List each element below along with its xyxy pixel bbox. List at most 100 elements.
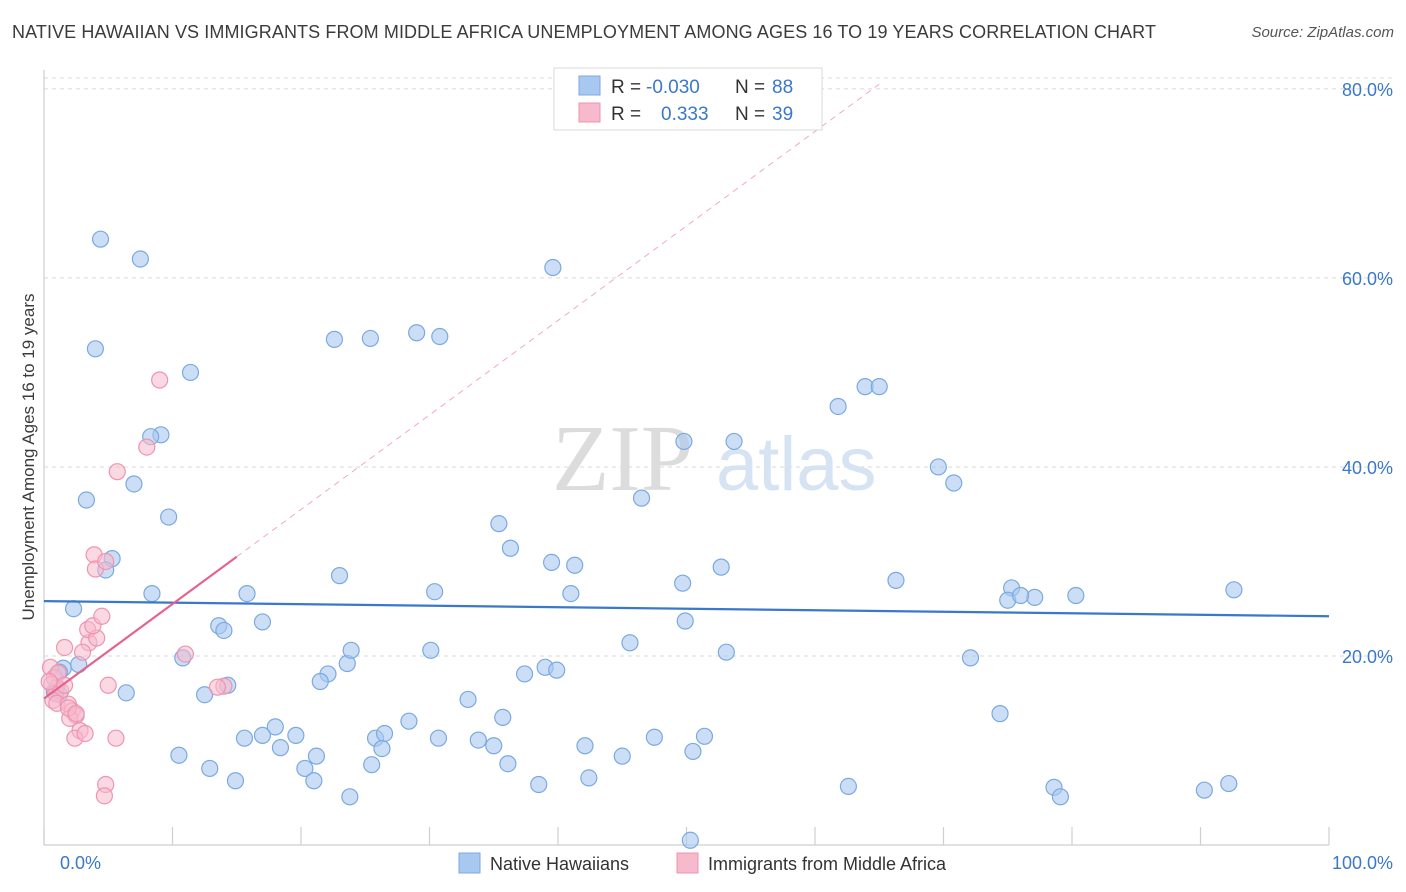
point-native-hawaiians [181,363,200,382]
point-native-hawaiians [613,747,631,765]
point-native-hawaiians [266,718,284,736]
stats-r-label-blue: R = [611,77,641,98]
watermark-zip: ZIP [552,407,693,511]
x-tick-label-max: 100.0% [1332,853,1393,873]
point-native-hawaiians [342,641,360,659]
watermark: ZIP atlas [552,407,877,511]
watermark-atlas: atlas [716,422,877,507]
point-native-hawaiians [296,759,314,778]
point-native-hawaiians [717,643,735,661]
stats-n-value-pink: 39 [772,104,793,125]
legend-label-pink: Immigrants from Middle Africa [708,854,947,874]
point-native-hawaiians [459,690,477,709]
legend-swatch-pink [676,852,699,874]
point-native-hawaiians [839,777,858,796]
point-native-hawaiians [131,250,149,268]
point-native-hawaiians [325,330,344,348]
stats-r-value-blue: -0.030 [646,77,700,98]
y-tick-label: 60.0% [1342,269,1393,289]
point-native-hawaiians [490,515,508,533]
point-native-hawaiians [307,747,326,765]
point-native-hawaiians [215,621,233,640]
point-native-hawaiians [361,329,379,348]
point-native-hawaiians [363,756,381,774]
point-native-hawaiians [341,788,359,806]
point-native-hawaiians [562,584,580,603]
x-tick-label-min: 0.0% [60,853,101,873]
point-native-hawaiians [929,458,947,476]
point-native-hawaiians [196,686,214,704]
point-native-hawaiians [400,712,418,730]
y-tick-label: 40.0% [1342,458,1393,478]
point-native-hawaiians [829,397,847,416]
point-immigrants-middle-africa [93,607,111,625]
point-native-hawaiians [1051,788,1070,806]
point-immigrants-middle-africa [40,672,58,691]
point-immigrants-middle-africa [67,705,85,723]
point-native-hawaiians [373,739,391,758]
point-native-hawaiians [632,489,651,507]
point-native-hawaiians [235,729,254,747]
point-native-hawaiians [1067,586,1085,605]
point-native-hawaiians [725,432,743,451]
series-native-hawaiians [45,230,1243,849]
point-native-hawaiians [160,508,178,526]
series-immigrants-middle-africa [40,371,233,805]
stats-n-label-pink: N = [735,104,765,125]
point-native-hawaiians [675,432,693,451]
point-immigrants-middle-africa [138,438,156,456]
point-native-hawaiians [1220,774,1238,793]
point-native-hawaiians [143,584,161,603]
x-ticks [43,827,1330,845]
point-native-hawaiians [330,567,349,585]
stats-n-label-blue: N = [735,77,765,98]
point-native-hawaiians [1225,581,1243,599]
point-native-hawaiians [676,612,694,630]
point-immigrants-middle-africa [97,552,115,571]
point-native-hawaiians [170,746,188,764]
legend-label-blue: Native Hawaiians [490,854,629,874]
y-tick-label: 20.0% [1342,647,1393,667]
point-native-hawaiians [1011,586,1030,605]
y-axis-title: Unemployment Among Ages 16 to 19 years [19,294,38,621]
point-native-hawaiians [576,737,594,755]
point-native-hawaiians [375,724,394,743]
point-native-hawaiians [494,708,512,727]
point-immigrants-middle-africa [99,676,117,694]
point-immigrants-middle-africa [176,645,194,663]
point-native-hawaiians [238,584,256,603]
point-native-hawaiians [887,571,905,589]
point-native-hawaiians [86,340,105,358]
point-native-hawaiians [64,600,83,618]
point-native-hawaiians [712,558,730,576]
point-native-hawaiians [695,727,714,745]
legend-swatch-blue [458,852,481,874]
point-native-hawaiians [426,583,444,601]
point-native-hawaiians [870,378,888,396]
point-native-hawaiians [580,769,598,787]
point-native-hawaiians [287,726,305,744]
point-native-hawaiians [253,726,272,744]
point-native-hawaiians [422,641,440,659]
stats-r-value-pink: 0.333 [661,104,709,125]
point-native-hawaiians [469,731,487,749]
point-native-hawaiians [125,475,143,493]
point-immigrants-middle-africa [73,643,92,661]
point-native-hawaiians [305,772,323,790]
point-native-hawaiians [945,474,963,492]
source-note: Source: ZipAtlas.com [1251,24,1394,41]
point-native-hawaiians [226,772,245,790]
pink-trend-extension [236,83,880,558]
trend-line-native-hawaiians [43,600,1330,618]
point-native-hawaiians [271,739,290,757]
point-immigrants-middle-africa [107,729,125,747]
stats-swatch-blue [578,75,601,96]
point-native-hawaiians [431,327,449,346]
point-immigrants-middle-africa [151,371,169,389]
trend-lines [43,555,1330,700]
point-native-hawaiians [117,684,135,702]
point-immigrants-middle-africa [76,724,94,743]
point-native-hawaiians [1195,781,1213,799]
point-native-hawaiians [684,742,702,761]
